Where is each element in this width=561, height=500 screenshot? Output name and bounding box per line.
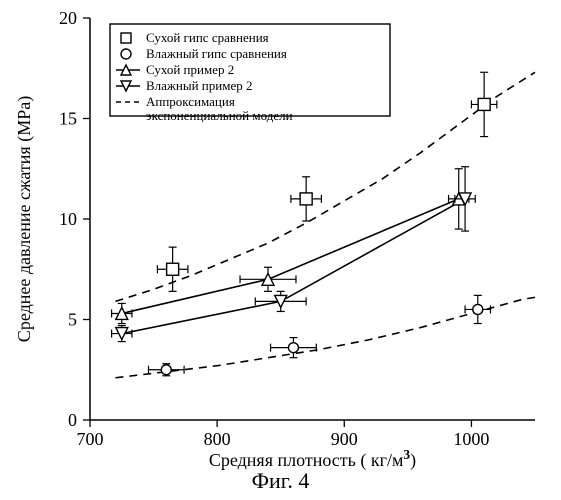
svg-text:Среднее давление сжатия (MPa): Среднее давление сжатия (MPa) — [14, 96, 35, 342]
figure-caption: Фиг. 4 — [0, 468, 561, 494]
svg-text:800: 800 — [204, 429, 231, 449]
svg-text:Сухой гипс сравнения: Сухой гипс сравнения — [146, 30, 269, 45]
svg-text:10: 10 — [59, 209, 77, 229]
series-wet-example-2 — [112, 167, 476, 342]
svg-text:Влажный пример 2: Влажный пример 2 — [146, 78, 252, 93]
svg-text:20: 20 — [59, 8, 77, 28]
svg-text:Сухой пример 2: Сухой пример 2 — [146, 62, 234, 77]
svg-text:900: 900 — [331, 429, 358, 449]
svg-text:экспоненциальной модели: экспоненциальной модели — [146, 108, 293, 123]
svg-text:5: 5 — [68, 310, 77, 330]
svg-text:1000: 1000 — [453, 429, 489, 449]
series-wet-gypsum-ref — [148, 295, 490, 375]
svg-text:700: 700 — [77, 429, 104, 449]
svg-text:Аппроксимация: Аппроксимация — [146, 94, 235, 109]
svg-text:0: 0 — [68, 410, 77, 430]
svg-text:Влажный гипс сравнения: Влажный гипс сравнения — [146, 46, 287, 61]
svg-text:15: 15 — [59, 109, 77, 129]
series-dry-example-2 — [112, 169, 469, 324]
compression-vs-density-chart: 700800900100005101520Средняя плотность (… — [0, 0, 561, 500]
